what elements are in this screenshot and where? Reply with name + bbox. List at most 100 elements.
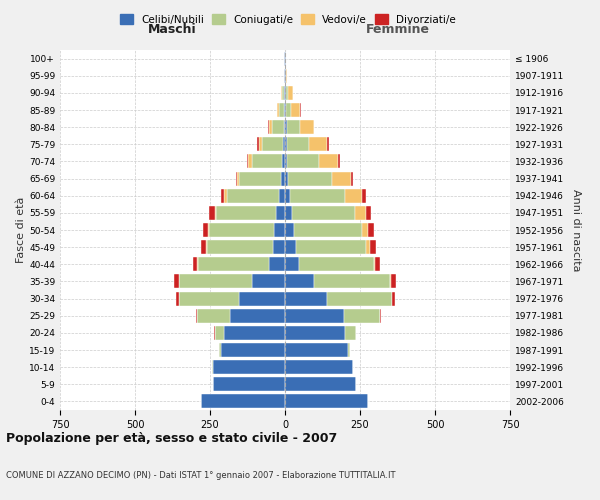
Bar <box>176 292 179 306</box>
Bar <box>345 326 355 340</box>
Bar <box>285 274 314 288</box>
Bar <box>197 258 198 272</box>
Bar <box>345 188 361 202</box>
Bar <box>272 120 284 134</box>
Bar <box>300 120 314 134</box>
Bar <box>284 103 285 117</box>
Bar <box>237 172 239 185</box>
Bar <box>239 292 285 306</box>
Bar <box>269 120 272 134</box>
Bar <box>285 343 348 357</box>
Bar <box>351 172 353 185</box>
Bar <box>201 394 285 408</box>
Bar <box>285 188 290 202</box>
Bar <box>355 326 356 340</box>
Bar <box>208 223 209 237</box>
Bar <box>268 120 269 134</box>
Bar <box>380 308 381 322</box>
Bar <box>215 206 216 220</box>
Bar <box>284 52 285 66</box>
Bar <box>338 154 340 168</box>
Bar <box>375 258 380 272</box>
Bar <box>279 103 284 117</box>
Bar <box>285 206 292 220</box>
Text: Popolazione per età, sesso e stato civile - 2007: Popolazione per età, sesso e stato civil… <box>6 432 337 445</box>
Bar <box>179 274 252 288</box>
Bar <box>227 188 279 202</box>
Bar <box>331 172 351 185</box>
Bar <box>285 292 327 306</box>
Bar <box>223 326 285 340</box>
Bar <box>285 138 287 151</box>
Bar <box>282 86 284 100</box>
Bar <box>282 154 285 168</box>
Bar <box>197 308 229 322</box>
Bar <box>209 206 215 220</box>
Bar <box>287 154 319 168</box>
Bar <box>287 120 300 134</box>
Bar <box>285 360 353 374</box>
Bar <box>262 138 283 151</box>
Bar <box>216 206 276 220</box>
Text: Femmine: Femmine <box>365 24 430 36</box>
Bar <box>285 120 287 134</box>
Bar <box>285 258 299 272</box>
Bar <box>279 188 285 202</box>
Bar <box>248 154 252 168</box>
Bar <box>286 68 287 82</box>
Bar <box>213 378 285 392</box>
Bar <box>284 120 285 134</box>
Bar <box>314 274 390 288</box>
Bar <box>288 86 293 100</box>
Bar <box>319 154 338 168</box>
Bar <box>224 188 227 202</box>
Bar <box>215 326 223 340</box>
Bar <box>257 138 259 151</box>
Text: Maschi: Maschi <box>148 24 197 36</box>
Bar <box>212 360 213 374</box>
Bar <box>285 172 288 185</box>
Bar <box>196 308 197 322</box>
Bar <box>286 103 291 117</box>
Bar <box>207 240 273 254</box>
Bar <box>390 274 391 288</box>
Bar <box>221 343 285 357</box>
Bar <box>327 138 329 151</box>
Bar <box>294 223 361 237</box>
Bar <box>292 206 355 220</box>
Bar <box>273 240 285 254</box>
Bar <box>174 274 179 288</box>
Bar <box>221 188 224 202</box>
Bar <box>366 240 370 254</box>
Bar <box>392 292 395 306</box>
Bar <box>214 326 215 340</box>
Bar <box>391 274 396 288</box>
Bar <box>201 240 206 254</box>
Bar <box>366 206 371 220</box>
Bar <box>309 138 327 151</box>
Bar <box>299 258 373 272</box>
Bar <box>277 103 278 117</box>
Bar <box>288 172 331 185</box>
Bar <box>206 240 207 254</box>
Bar <box>285 154 287 168</box>
Bar <box>209 223 274 237</box>
Bar <box>285 394 367 408</box>
Bar <box>361 223 368 237</box>
Bar <box>343 308 380 322</box>
Bar <box>276 206 285 220</box>
Bar <box>193 258 197 272</box>
Bar <box>292 103 301 117</box>
Bar <box>361 188 366 202</box>
Bar <box>283 138 285 151</box>
Bar <box>229 308 285 322</box>
Bar <box>327 292 392 306</box>
Bar <box>219 343 221 357</box>
Bar <box>281 86 282 100</box>
Bar <box>274 223 285 237</box>
Bar <box>285 223 294 237</box>
Bar <box>370 240 376 254</box>
Y-axis label: Fasce di età: Fasce di età <box>16 197 26 263</box>
Bar <box>285 103 286 117</box>
Bar <box>285 378 355 392</box>
